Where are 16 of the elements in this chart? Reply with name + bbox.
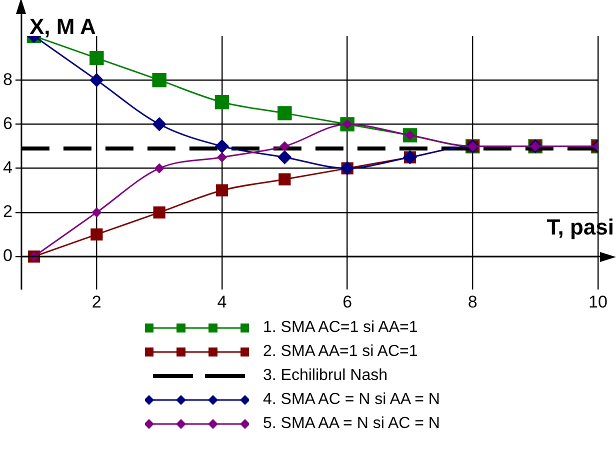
y-tick-label: 4	[2, 158, 12, 177]
y-tick-label: 0	[2, 246, 12, 266]
y-axis-title: X, M A	[29, 14, 96, 39]
x-tick-label: 10	[588, 292, 608, 312]
legend-label: 4. SMA AC = N si AA = N	[263, 391, 440, 409]
legend-label: 2. SMA AA=1 si AC=1	[263, 343, 418, 361]
legend-label: 3. Echilibrul Nash	[263, 367, 388, 385]
x-tick-label: 8	[468, 292, 478, 312]
y-tick-label: 8	[2, 70, 12, 89]
y-tick-label: 6	[2, 114, 12, 133]
x-tick-label: 6	[342, 292, 352, 312]
x-tick-label: 4	[217, 292, 227, 312]
legend-label: 1. SMA AC=1 si AA=1	[263, 319, 418, 337]
legend-label: 5. SMA AA = N si AC = N	[263, 415, 440, 433]
x-tick-label: 2	[92, 292, 102, 312]
y-tick-label: 2	[2, 202, 12, 222]
